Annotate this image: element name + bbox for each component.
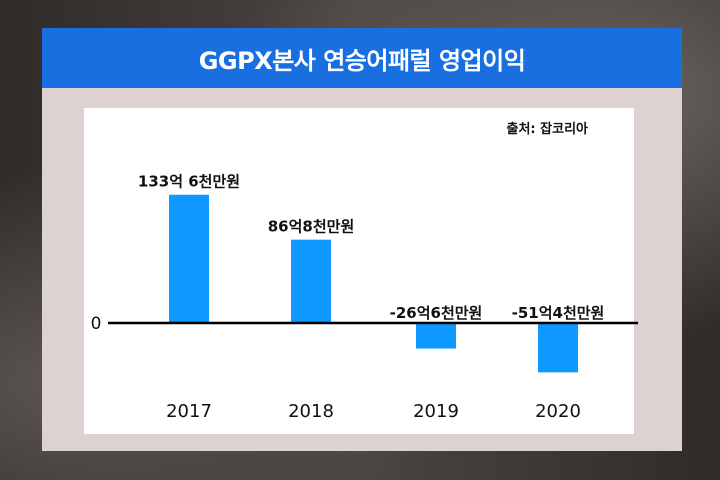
bar-2019 [416,323,456,349]
x-tick-2019: 2019 [413,401,459,422]
title-bar: GGPX본사 연승어패럴 영업이익 [42,28,682,88]
bar-2017 [169,194,209,323]
data-label-2018: 86억8천만원 [268,218,355,236]
zero-label: 0 [91,314,102,334]
source-note: 출처: 잡코리아 [506,122,589,137]
data-label-2017: 133억 6천만원 [138,173,240,191]
bar-2018 [291,239,331,323]
data-label-2020: -51억4천만원 [512,304,605,322]
x-tick-2017: 2017 [166,401,212,422]
bar-2020 [538,323,578,373]
x-tick-2020: 2020 [535,401,581,422]
x-tick-2018: 2018 [288,401,334,422]
chart-title: GGPX본사 연승어패럴 영업이익 [198,46,526,75]
data-label-2019: -26억6천만원 [390,304,483,322]
